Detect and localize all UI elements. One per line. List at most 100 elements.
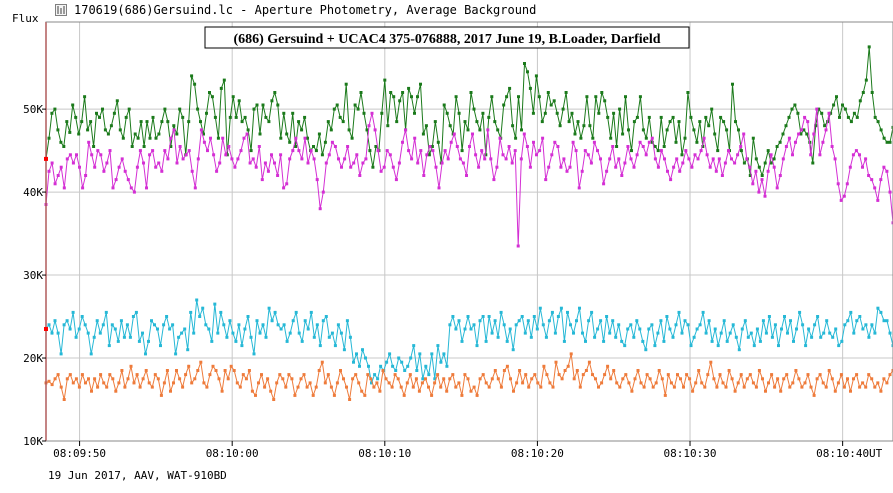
data-point <box>725 128 729 132</box>
data-point <box>403 369 407 372</box>
data-point <box>465 174 468 177</box>
data-point <box>50 161 54 165</box>
data-point <box>338 115 342 119</box>
x-tick-label: 08:10:20 <box>511 447 564 460</box>
data-point <box>888 331 892 335</box>
data-point <box>184 373 188 377</box>
data-point <box>393 373 397 377</box>
data-point <box>201 306 205 310</box>
data-point <box>824 385 828 389</box>
data-point <box>662 145 666 148</box>
data-point <box>789 319 792 323</box>
data-point <box>770 373 774 377</box>
data-point <box>564 91 568 94</box>
data-point <box>129 364 133 368</box>
data-point <box>436 140 440 144</box>
data-point <box>249 149 253 153</box>
data-point <box>142 161 145 165</box>
data-point <box>635 319 639 323</box>
data-point <box>496 128 500 132</box>
data-point <box>192 331 196 335</box>
data-point <box>677 120 681 124</box>
data-point <box>317 369 321 372</box>
data-point <box>620 339 624 343</box>
data-point <box>147 381 151 385</box>
data-point <box>743 319 747 323</box>
data-point <box>626 145 630 148</box>
data-point <box>332 393 336 397</box>
data-point <box>812 132 816 136</box>
data-point <box>849 120 853 124</box>
data-point <box>554 360 558 364</box>
data-point <box>99 153 103 157</box>
data-point <box>730 157 733 161</box>
data-point <box>278 373 282 377</box>
data-point <box>472 107 476 111</box>
data-point <box>852 111 856 115</box>
data-point <box>799 132 803 136</box>
data-point <box>402 393 406 397</box>
data-point <box>306 136 309 140</box>
data-point <box>745 377 749 381</box>
data-point <box>168 327 172 331</box>
y-tick-label: 50K <box>23 103 43 116</box>
data-point <box>285 182 289 186</box>
data-point <box>80 373 84 377</box>
data-point <box>829 111 833 115</box>
data-point <box>709 360 713 364</box>
data-point <box>720 174 724 177</box>
data-point <box>691 389 695 393</box>
data-point <box>237 323 241 327</box>
data-point <box>773 385 777 389</box>
x-tick-label: 08:10:10 <box>358 447 411 460</box>
data-point <box>686 323 690 327</box>
data-point <box>448 124 452 128</box>
data-point <box>516 244 520 248</box>
data-point <box>603 99 607 103</box>
data-point <box>153 373 157 377</box>
data-point <box>166 120 170 124</box>
data-point <box>370 111 374 115</box>
data-point <box>538 149 542 153</box>
lightcurve-icon[interactable] <box>55 4 67 16</box>
data-point <box>885 319 889 323</box>
data-point <box>778 174 782 177</box>
data-point <box>599 319 603 323</box>
data-point <box>229 364 233 368</box>
data-point <box>148 136 152 140</box>
data-point <box>688 377 692 381</box>
data-point <box>119 319 123 323</box>
data-point <box>882 319 886 323</box>
data-point <box>636 369 640 372</box>
data-point <box>713 327 717 331</box>
data-point <box>230 157 234 161</box>
data-point <box>752 344 756 348</box>
data-point <box>575 319 578 323</box>
data-point <box>627 381 631 385</box>
data-point <box>731 82 734 86</box>
data-point <box>493 120 497 124</box>
x-tick-label: 08:09:50 <box>53 447 106 460</box>
data-point <box>135 165 139 169</box>
data-point <box>551 385 555 389</box>
data-point <box>547 165 551 169</box>
data-point <box>569 352 573 356</box>
data-point <box>544 335 548 339</box>
data-point <box>653 157 657 161</box>
data-point <box>413 111 416 115</box>
data-point <box>515 381 519 385</box>
data-point <box>602 339 606 343</box>
data-point <box>410 95 413 99</box>
x-tick-label: 08:10:00 <box>206 447 259 460</box>
data-point <box>573 132 577 136</box>
data-point <box>641 145 645 148</box>
data-point <box>205 111 208 115</box>
data-point <box>839 198 843 202</box>
data-point <box>873 186 877 190</box>
data-point <box>584 339 587 343</box>
data-point <box>837 344 841 348</box>
data-point <box>105 161 109 165</box>
data-point <box>258 331 262 335</box>
data-point <box>437 186 441 190</box>
data-point <box>336 323 340 327</box>
